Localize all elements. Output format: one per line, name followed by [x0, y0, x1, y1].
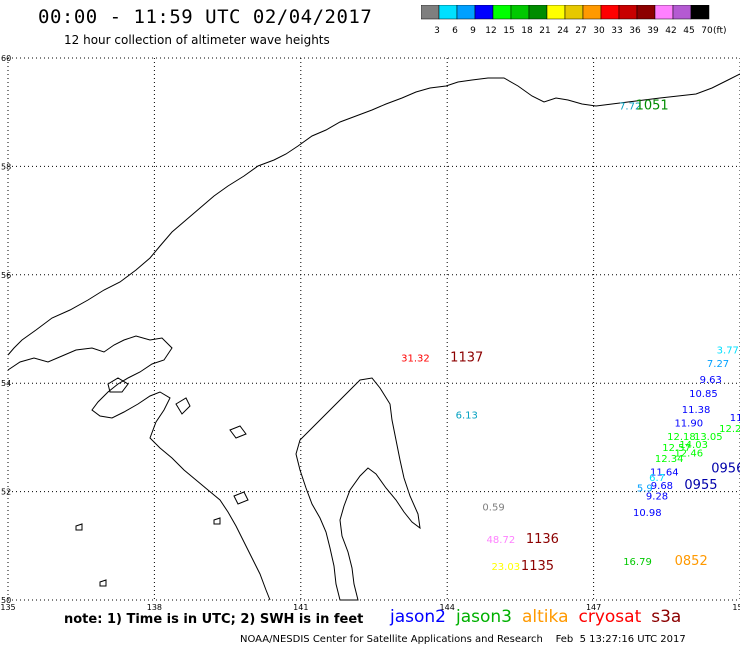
sakhalin-island	[295, 377, 421, 601]
wave-height-value: 12.34	[655, 454, 684, 465]
lon-tick-label: 138	[147, 603, 162, 612]
scale-tick-label: 18	[521, 26, 533, 36]
wave-height-value: 11	[730, 413, 740, 424]
pass-time-label: 1136	[526, 532, 559, 547]
lat-tick-label: 50	[1, 596, 11, 605]
scale-tick-label: 30	[593, 26, 605, 36]
wave-height-value: 12.2	[719, 424, 740, 435]
wave-height-value: 12.46	[674, 448, 703, 459]
scale-tick-label: 3	[434, 26, 440, 36]
scale-tick-label: 12	[485, 26, 496, 36]
island-small-6	[213, 517, 221, 525]
page-title: 00:00 - 11:59 UTC 02/04/2017	[38, 6, 373, 28]
legend-satellite-s3a: s3a	[651, 607, 682, 627]
lon-tick-label: 135	[0, 603, 15, 612]
coastline-west	[7, 335, 271, 601]
wave-height-value: 31.32	[401, 354, 430, 365]
wave-height-value: 16.79	[623, 557, 652, 568]
wave-height-value: 10.98	[633, 508, 662, 519]
lat-tick-label: 54	[1, 379, 11, 388]
wave-height-value: 10.85	[689, 389, 718, 400]
wave-height-value: 12.57	[662, 443, 691, 454]
wave-height-value: 7.72	[619, 101, 641, 112]
scale-swatch	[690, 5, 710, 20]
lat-tick-label: 52	[1, 488, 11, 497]
wave-height-value: 11.64	[650, 467, 679, 478]
page-subtitle: 12 hour collection of altimeter wave hei…	[64, 33, 330, 47]
scale-tick-label: 24	[557, 26, 569, 36]
lat-tick-label: 56	[1, 271, 11, 280]
scale-tick-label: 33	[611, 26, 622, 36]
lat-tick-label: 58	[1, 162, 11, 171]
wave-height-value: 9.68	[651, 481, 673, 492]
coastline	[7, 73, 740, 601]
scale-tick-label: 21	[539, 26, 550, 36]
scale-tick-label: 70	[701, 26, 713, 36]
wave-height-labels: 7.72 31.32 6.13 0.59 48.72 23.03 16.79 3.77 7.27…	[401, 101, 740, 573]
legend-satellite-cryosat: cryosat	[578, 607, 642, 627]
pass-time-label: 0956	[711, 462, 740, 477]
scale-tick-label: 36	[629, 26, 641, 36]
scale-tick-label: 39	[647, 26, 659, 36]
legend-satellite-jason2: jason2	[390, 607, 446, 627]
units-note: note: 1) Time is in UTC; 2) SWH is in fe…	[64, 612, 364, 627]
pass-time-label: 1051	[636, 98, 669, 113]
legend-satellite-jason3: jason3	[456, 607, 512, 627]
pass-time-labels: 1051 1137 1136 1135 0852 09560955	[450, 98, 740, 574]
wave-height-value: 48.72	[487, 535, 516, 546]
island-small-1	[175, 397, 191, 415]
wave-height-value: 6.7	[649, 473, 665, 484]
scale-tick-label: 15	[503, 26, 514, 36]
wave-height-value: 3.77	[717, 345, 739, 356]
scale-tick-label: 45	[683, 26, 694, 36]
wave-height-value: 23.03	[491, 562, 520, 573]
scale-tick-label: 27	[575, 26, 586, 36]
coastline-north	[7, 73, 740, 356]
satellite-legend: jason2 jason3 altika cryosat s3a	[390, 607, 691, 627]
wave-height-value: 9.63	[700, 375, 722, 386]
scale-tick-label: 6	[452, 26, 458, 36]
scale-tick-label: 42	[665, 26, 676, 36]
pass-time-label: 0852	[675, 554, 708, 569]
lon-tick-label: 147	[586, 603, 601, 612]
wave-height-value: 9.28	[646, 492, 668, 503]
pass-time-label: 1135	[521, 559, 554, 574]
lon-tick-label: 150	[732, 603, 740, 612]
island-small-3	[233, 491, 249, 505]
island-shantar	[107, 377, 129, 393]
pass-time-label: 1137	[450, 351, 483, 366]
scale-tick-label: 9	[470, 26, 476, 36]
wave-height-value: 7.27	[707, 359, 729, 370]
wave-height-value: 12.18	[667, 432, 696, 443]
wave-height-value: 11.90	[674, 419, 703, 430]
wave-height-value: 6.13	[456, 410, 478, 421]
wave-height-value: 11.38	[682, 405, 711, 416]
lon-tick-label: 144	[440, 603, 455, 612]
scale-unit-label: (ft)	[713, 26, 727, 36]
wave-height-value: 14.03	[679, 440, 708, 451]
lat-tick-label: 60	[1, 54, 11, 63]
wave-height-value: 5.9	[637, 484, 653, 495]
island-small-2	[229, 425, 247, 439]
wave-height-value: 13.05	[694, 432, 723, 443]
island-small-4	[75, 523, 83, 531]
axis-tick-labels: 135 138 141 144 147 150 50 52 54 56 58 60	[0, 54, 740, 612]
map-grid	[7, 57, 740, 601]
credit-line: NOAA/NESDIS Center for Satellite Applica…	[240, 634, 686, 645]
island-small-5	[99, 579, 107, 587]
lon-tick-label: 141	[293, 603, 308, 612]
legend-satellite-altika: altika	[522, 607, 569, 627]
wave-height-value: 0.59	[482, 503, 504, 514]
pass-time-label: 0955	[684, 478, 717, 493]
wave-height-color-scale: 3 6 9 12 15 18 21 24 27 30 33 36 39 42 45 70 (ft)	[421, 5, 727, 36]
